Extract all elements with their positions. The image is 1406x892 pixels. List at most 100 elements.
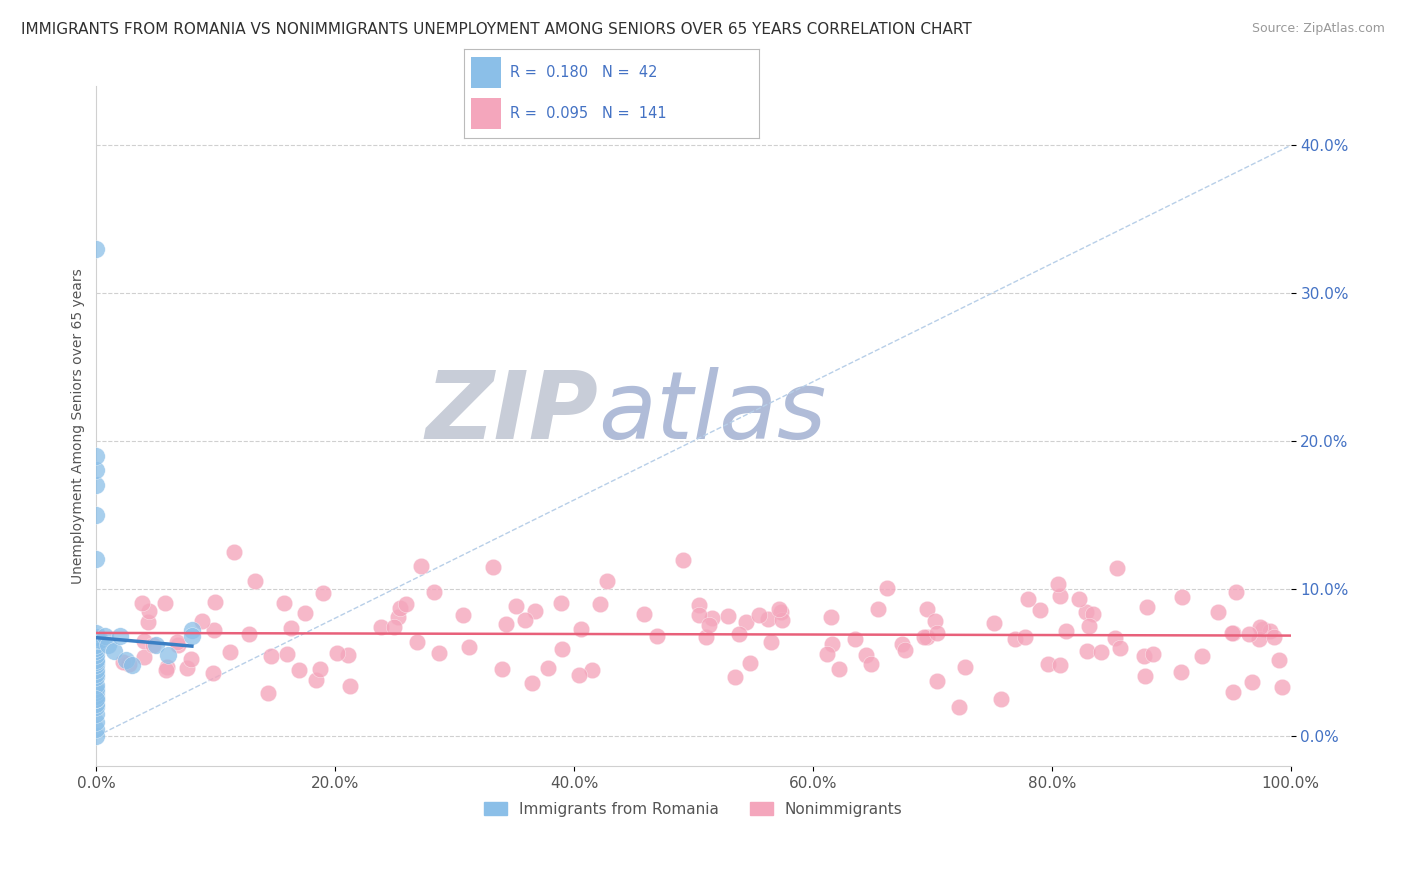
Point (86, 670, 108, 684)
Point (134, 634, 156, 648)
Text: R =  0.180   N =  42: R = 0.180 N = 42 (510, 65, 657, 80)
Point (180, 651, 202, 665)
Point (339, 679, 361, 693)
Point (770, 613, 793, 627)
Point (222, 544, 245, 558)
Point (672, 553, 695, 567)
Point (917, 601, 939, 615)
Point (1251, 622, 1274, 636)
Point (457, 640, 479, 655)
Point (112, 655, 135, 669)
Point (551, 642, 574, 657)
Point (1049, 658, 1071, 673)
Point (166, 635, 188, 649)
Point (86, 678, 108, 692)
Point (1249, 620, 1271, 634)
Point (142, 638, 165, 652)
Point (1136, 600, 1159, 615)
Point (1077, 618, 1099, 632)
Point (121, 658, 143, 673)
Point (1047, 577, 1070, 591)
Point (86, 478, 108, 492)
Point (155, 663, 177, 677)
Point (759, 634, 782, 648)
Point (1090, 645, 1112, 659)
Point (876, 581, 898, 595)
Point (86, 681, 108, 696)
Point (395, 598, 418, 612)
Point (86, 640, 108, 655)
Point (86, 699, 108, 714)
Point (513, 614, 536, 628)
Text: IMMIGRANTS FROM ROMANIA VS NONIMMIGRANTS UNEMPLOYMENT AMONG SENIORS OVER 65 YEAR: IMMIGRANTS FROM ROMANIA VS NONIMMIGRANTS… (21, 22, 972, 37)
Point (86, 667, 108, 681)
Point (387, 610, 409, 624)
Point (768, 602, 790, 616)
Point (717, 608, 740, 623)
Bar (471, 57, 501, 88)
Point (86, 626, 108, 640)
Point (86, 707, 108, 722)
Point (633, 607, 655, 621)
Point (1142, 647, 1164, 661)
Point (550, 596, 572, 610)
Point (1004, 632, 1026, 646)
Point (860, 657, 883, 671)
Point (86, 633, 108, 648)
Point (481, 560, 503, 574)
Point (891, 637, 914, 651)
Point (1104, 631, 1126, 645)
Point (769, 605, 792, 619)
Point (86, 648, 108, 662)
Point (86, 643, 108, 657)
Point (821, 637, 844, 651)
Point (927, 625, 949, 640)
Point (138, 615, 160, 629)
Point (524, 604, 547, 618)
Point (1105, 561, 1128, 575)
Point (86, 714, 108, 729)
Point (86, 692, 108, 706)
Point (308, 662, 330, 676)
Point (86, 508, 108, 522)
Point (89, 633, 111, 648)
Point (256, 686, 278, 700)
Point (1237, 627, 1260, 641)
Point (688, 608, 710, 623)
Point (260, 649, 283, 664)
Point (86, 692, 108, 706)
Point (204, 595, 226, 609)
Point (697, 618, 720, 632)
Point (924, 614, 946, 628)
Point (326, 646, 349, 660)
Point (337, 648, 360, 662)
Point (238, 626, 260, 640)
Point (520, 675, 543, 690)
Point (451, 608, 474, 623)
Point (86, 685, 108, 699)
Point (1067, 592, 1090, 607)
Point (167, 638, 190, 652)
Point (581, 663, 603, 677)
Point (990, 692, 1012, 706)
Point (145, 638, 167, 652)
Point (1133, 669, 1156, 683)
Point (855, 648, 877, 662)
Point (537, 660, 560, 674)
Point (406, 635, 429, 649)
Point (912, 630, 935, 644)
Point (828, 662, 851, 676)
Point (280, 621, 302, 635)
Point (927, 674, 949, 689)
Point (817, 647, 839, 661)
Text: atlas: atlas (598, 367, 827, 458)
Point (86, 722, 108, 736)
Point (288, 663, 311, 677)
Legend: Immigrants from Romania, Nonimmigrants: Immigrants from Romania, Nonimmigrants (478, 796, 908, 822)
Point (138, 604, 160, 618)
Point (1206, 605, 1229, 619)
Point (382, 620, 405, 634)
Point (86, 663, 108, 677)
Point (1271, 680, 1294, 694)
Point (953, 659, 976, 673)
